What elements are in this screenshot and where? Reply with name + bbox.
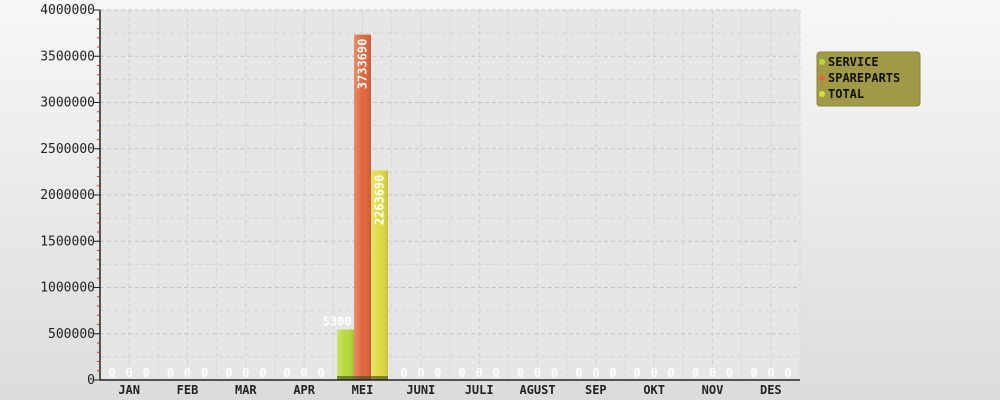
y-tick-label: 3000000 — [40, 96, 95, 111]
data-label-zero: 0 — [225, 366, 232, 380]
data-label-service: 5300 — [323, 315, 352, 329]
bar-base-shadow — [371, 376, 388, 380]
data-label-zero: 0 — [400, 366, 407, 380]
x-tick-label: JAN — [118, 383, 140, 397]
data-label-zero: 0 — [517, 366, 524, 380]
y-tick-label: 0 — [87, 373, 95, 388]
x-tick-label: AGUST — [519, 383, 555, 397]
data-label-zero: 0 — [301, 366, 308, 380]
data-label-zero: 0 — [709, 366, 716, 380]
data-label-zero: 0 — [109, 366, 116, 380]
x-axis-ticks: JAN FEB MAR APR MEI JUNI JULI AGUST SEP OKT NOV DES — [118, 383, 781, 397]
data-label-total: 2263690 — [373, 175, 387, 226]
data-label-zero: 0 — [459, 366, 466, 380]
data-label-zero: 0 — [784, 366, 791, 380]
bars — [337, 34, 388, 381]
x-tick-label: SEP — [585, 383, 607, 397]
x-tick-label: OKT — [643, 383, 665, 397]
bar-shading — [354, 34, 371, 381]
data-label-zero: 0 — [692, 366, 699, 380]
data-label-zero: 0 — [592, 366, 599, 380]
bar-base-shadow — [354, 376, 371, 380]
x-tick-label: MEI — [352, 383, 374, 397]
x-tick-label: FEB — [177, 383, 199, 397]
data-label-spareparts: 3733690 — [356, 39, 370, 90]
legend-marker-spareparts — [819, 75, 825, 81]
data-label-zero: 0 — [201, 366, 208, 380]
x-tick-label: APR — [293, 383, 315, 397]
y-tick-label: 1500000 — [40, 234, 95, 249]
data-label-zero: 0 — [575, 366, 582, 380]
y-axis-ticks: 0 500000 1000000 1500000 2000000 2500000 30000… — [40, 3, 100, 388]
y-tick-label: 2000000 — [40, 188, 95, 203]
data-label-zero: 0 — [242, 366, 249, 380]
data-label-zero: 0 — [634, 366, 641, 380]
data-label-zero: 0 — [668, 366, 675, 380]
data-label-zero: 0 — [284, 366, 291, 380]
data-label-zero: 0 — [651, 366, 658, 380]
y-tick-label: 1000000 — [40, 281, 95, 296]
y-tick-label: 4000000 — [40, 3, 95, 18]
y-tick-label: 2500000 — [40, 142, 95, 157]
data-label-zero: 0 — [126, 366, 133, 380]
data-label-zero: 0 — [259, 366, 266, 380]
legend-label-spareparts: SPAREPARTS — [828, 71, 900, 85]
x-tick-label: JULI — [465, 383, 494, 397]
legend-marker-service — [819, 59, 825, 65]
data-label-zero: 0 — [434, 366, 441, 380]
data-label-zero: 0 — [750, 366, 757, 380]
x-tick-label: DES — [760, 383, 782, 397]
bar-base-shadow — [337, 376, 354, 380]
legend-marker-total — [819, 91, 825, 97]
data-label-zero: 0 — [493, 366, 500, 380]
data-label-zero: 0 — [143, 366, 150, 380]
bar-shading — [337, 329, 354, 380]
y-tick-label: 3500000 — [40, 49, 95, 64]
data-label-zero: 0 — [534, 366, 541, 380]
data-label-zero: 0 — [318, 366, 325, 380]
data-label-zero: 0 — [417, 366, 424, 380]
x-tick-label: MAR — [235, 383, 257, 397]
x-tick-label: JUNI — [406, 383, 435, 397]
x-tick-label: NOV — [702, 383, 724, 397]
legend-label-total: TOTAL — [828, 87, 864, 101]
legend: SERVICE SPAREPARTS TOTAL — [816, 51, 921, 107]
data-label-zero: 0 — [184, 366, 191, 380]
data-label-zero: 0 — [767, 366, 774, 380]
legend-label-service: SERVICE — [828, 55, 879, 69]
bar-shading — [371, 170, 388, 380]
data-label-zero: 0 — [609, 366, 616, 380]
grid — [100, 9, 801, 381]
data-label-zero: 0 — [726, 366, 733, 380]
data-label-zero: 0 — [551, 366, 558, 380]
legend-box — [816, 51, 921, 107]
y-tick-label: 500000 — [48, 327, 95, 342]
data-label-zero: 0 — [476, 366, 483, 380]
data-label-zero: 0 — [167, 366, 174, 380]
